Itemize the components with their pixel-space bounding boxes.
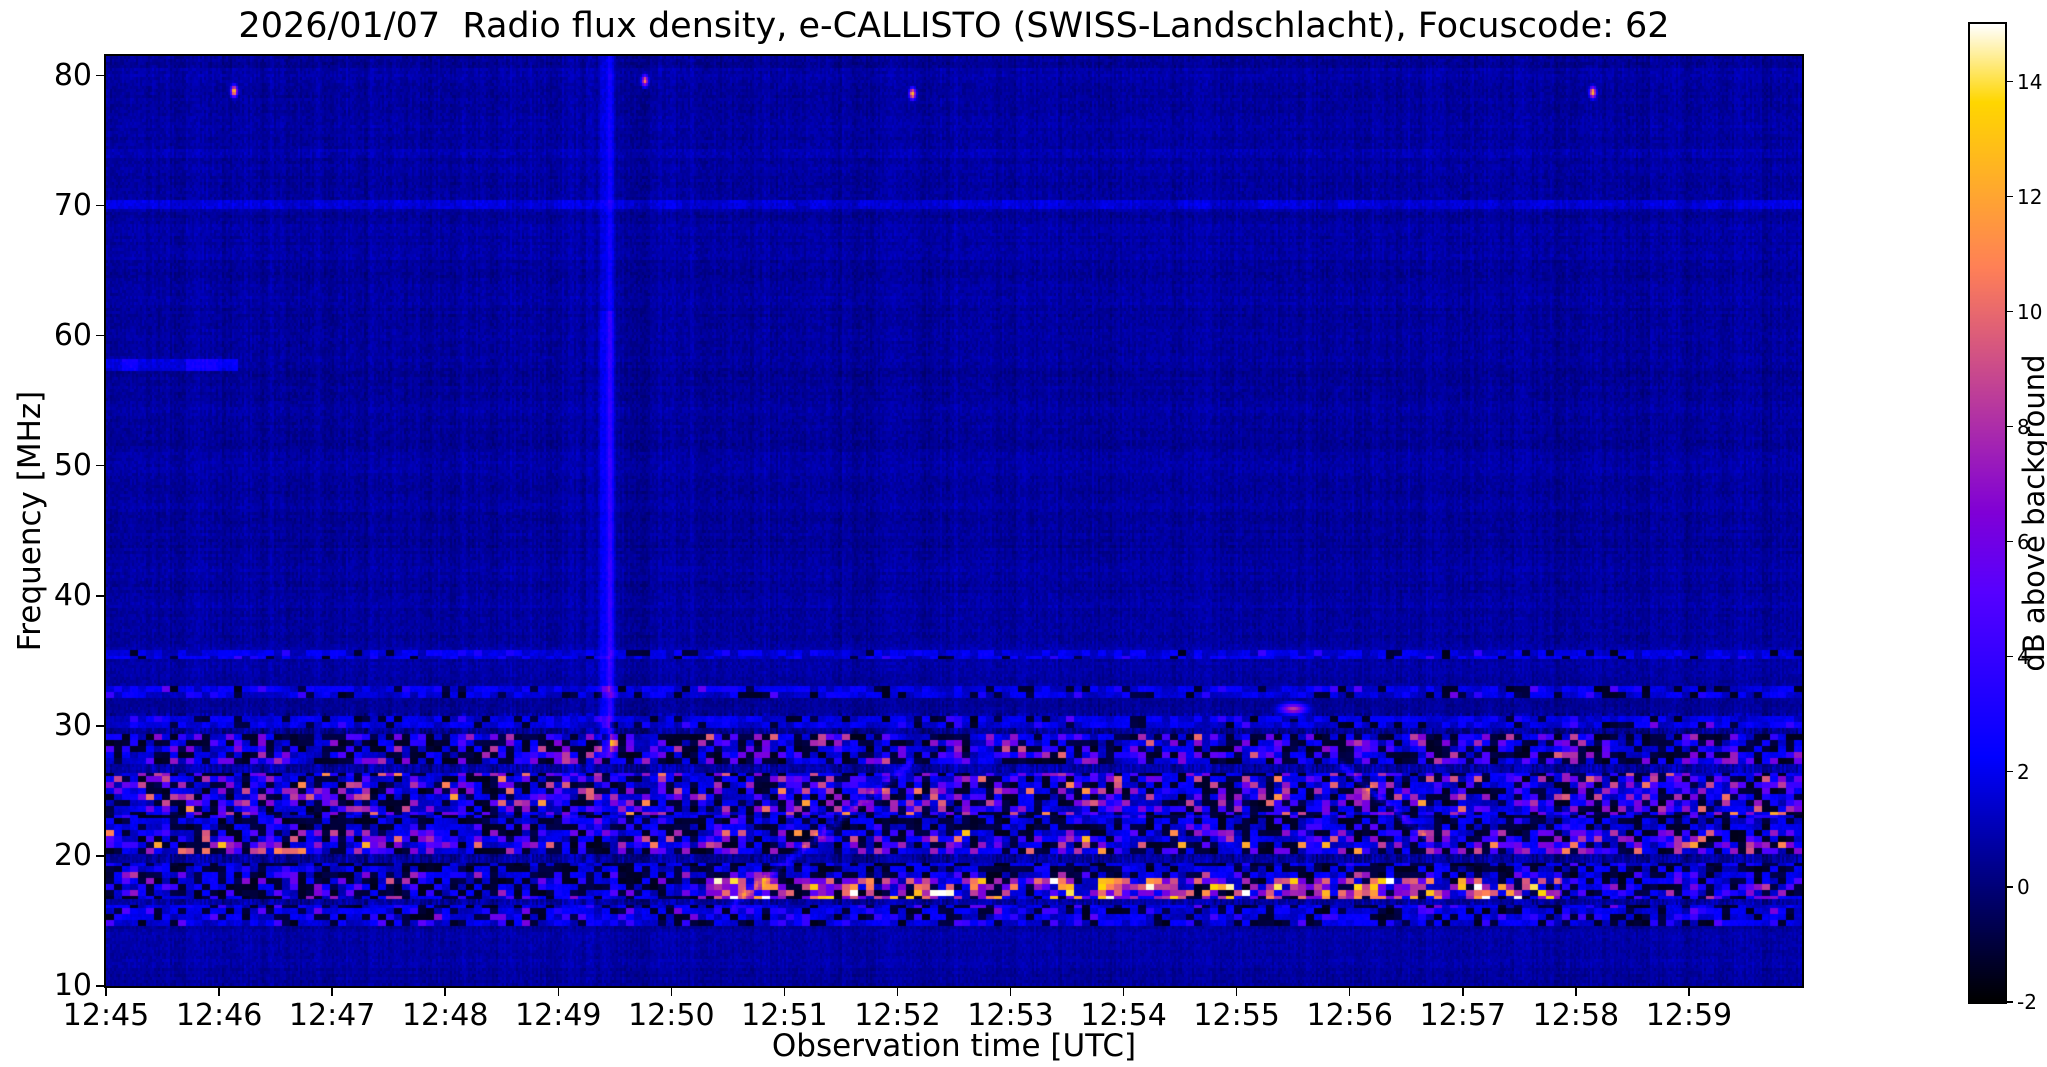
x-tick-label: 12:54 — [1080, 998, 1167, 1033]
colorbar-tick-mark — [2007, 80, 2013, 83]
x-axis-label: Observation time [UTC] — [771, 1028, 1137, 1064]
x-tick-label: 12:58 — [1532, 998, 1620, 1033]
y-tick-label: 60 — [53, 317, 92, 353]
colorbar-tick-label: 12 — [2017, 184, 2043, 209]
colorbar-tick-label: 2 — [2017, 759, 2030, 784]
colorbar-tick-label: 8 — [2017, 414, 2030, 439]
x-tick-label: 12:59 — [1645, 998, 1733, 1033]
x-tick-mark — [444, 988, 446, 996]
colorbar-tick-label: -2 — [2017, 990, 2037, 1014]
colorbar-tick-label: 14 — [2017, 69, 2043, 94]
x-tick-mark — [670, 988, 673, 996]
x-tick-mark — [557, 988, 560, 996]
x-tick-mark — [896, 988, 899, 996]
colorbar-tick-mark — [2007, 311, 2013, 313]
y-tick-label: 50 — [53, 447, 92, 483]
x-tick-label: 12:52 — [854, 998, 941, 1033]
y-tick-label: 10 — [53, 968, 92, 1003]
y-tick-label: 30 — [53, 707, 92, 743]
x-tick-label: 12:47 — [288, 998, 376, 1033]
colorbar-tick-label: 6 — [2017, 529, 2030, 554]
y-tick-label: 20 — [53, 837, 92, 873]
x-tick-mark — [1009, 988, 1012, 996]
x-tick-mark — [1348, 988, 1351, 996]
x-tick-mark — [783, 988, 786, 996]
x-tick-mark — [331, 988, 333, 996]
y-tick-mark — [96, 985, 104, 987]
colorbar-tick-mark — [2007, 541, 2013, 543]
x-tick-label: 12:57 — [1419, 998, 1507, 1033]
colorbar-tick-mark — [2007, 771, 2013, 773]
y-tick-mark — [96, 595, 104, 597]
x-tick-mark — [218, 988, 220, 996]
colorbar-tick-mark — [2007, 195, 2013, 198]
x-tick-mark — [1575, 988, 1577, 996]
y-tick-mark — [96, 855, 104, 857]
colorbar-tick-label: 0 — [2017, 874, 2030, 899]
chart-title: 2026/01/07 Radio flux density, e-CALLIST… — [238, 6, 1670, 46]
x-tick-label: 12:48 — [401, 998, 489, 1033]
x-tick-label: 12:55 — [1193, 998, 1280, 1033]
colorbar-tick-label: 4 — [2017, 644, 2030, 669]
y-tick-mark — [96, 204, 104, 207]
y-tick-mark — [96, 334, 104, 337]
x-tick-label: 12:49 — [515, 998, 602, 1033]
colorbar-tick-mark — [2007, 886, 2013, 888]
y-tick-label: 80 — [53, 57, 92, 93]
x-tick-mark — [105, 988, 107, 996]
colorbar-tick-mark — [2007, 426, 2013, 428]
x-tick-label: 12:46 — [175, 998, 263, 1033]
x-tick-label: 12:50 — [628, 998, 715, 1033]
colorbar-tick-mark — [2007, 656, 2013, 658]
x-tick-mark — [1235, 988, 1238, 996]
colorbar-tick-label: 10 — [2017, 299, 2043, 324]
y-tick-mark — [96, 725, 104, 727]
x-tick-label: 12:45 — [62, 998, 150, 1033]
spectrogram-canvas — [104, 54, 1804, 988]
x-tick-mark — [1688, 988, 1690, 996]
colorbar-label: dB above background — [2017, 354, 2047, 672]
y-tick-mark — [96, 464, 104, 467]
y-tick-label: 40 — [53, 577, 92, 613]
x-tick-label: 12:51 — [741, 998, 828, 1033]
x-tick-mark — [1122, 988, 1125, 996]
x-tick-mark — [1462, 988, 1464, 996]
y-tick-label: 70 — [53, 187, 92, 223]
colorbar-gradient — [1968, 22, 2007, 1004]
x-tick-label: 12:56 — [1306, 998, 1393, 1033]
colorbar-tick-mark — [2007, 1001, 2013, 1003]
x-tick-label: 12:53 — [967, 998, 1054, 1033]
y-tick-mark — [96, 74, 104, 77]
